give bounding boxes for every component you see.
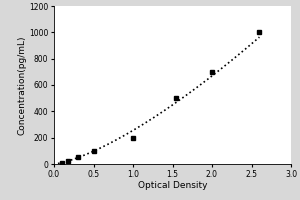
X-axis label: Optical Density: Optical Density [138,181,207,190]
Y-axis label: Concentration(pg/mL): Concentration(pg/mL) [17,35,26,135]
